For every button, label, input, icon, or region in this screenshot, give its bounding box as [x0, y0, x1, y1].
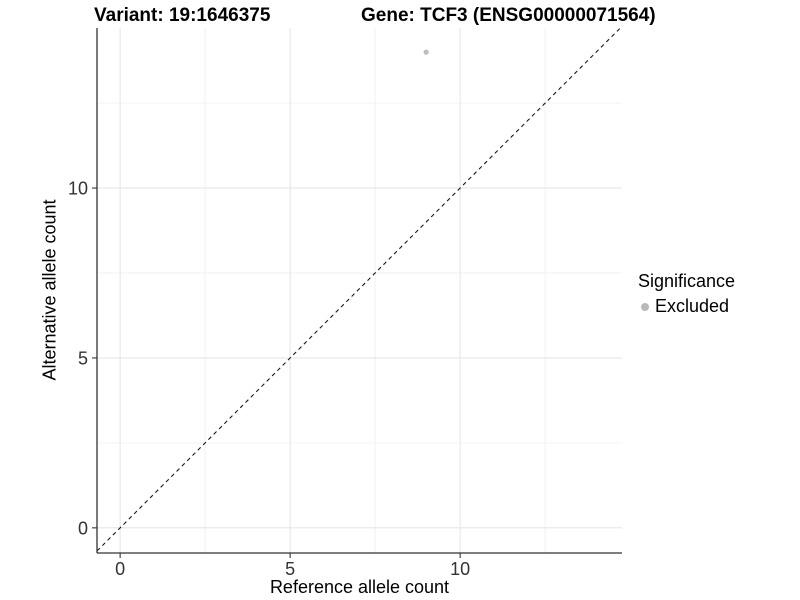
data-point — [423, 49, 429, 55]
y-tick-label: 5 — [78, 348, 88, 368]
gene-title: Gene: TCF3 (ENSG00000071564) — [361, 5, 656, 26]
variant-title: Variant: 19:1646375 — [94, 5, 271, 26]
x-tick-label: 10 — [450, 559, 470, 579]
y-axis-title: Alternative allele count — [39, 199, 60, 381]
y-tick-label: 0 — [78, 518, 88, 538]
y-tick-label: 10 — [68, 179, 88, 199]
excluded-dot-icon — [641, 302, 649, 311]
legend-item-excluded: Excluded — [637, 296, 735, 317]
x-tick-label: 5 — [285, 559, 295, 579]
identity-line — [96, 27, 621, 552]
legend-item-label: Excluded — [655, 296, 730, 316]
x-tick-label: 0 — [115, 559, 125, 579]
x-axis-title: Reference allele count — [269, 577, 450, 597]
legend-title: Significance — [638, 271, 736, 291]
legend: Significance Excluded — [637, 271, 735, 317]
